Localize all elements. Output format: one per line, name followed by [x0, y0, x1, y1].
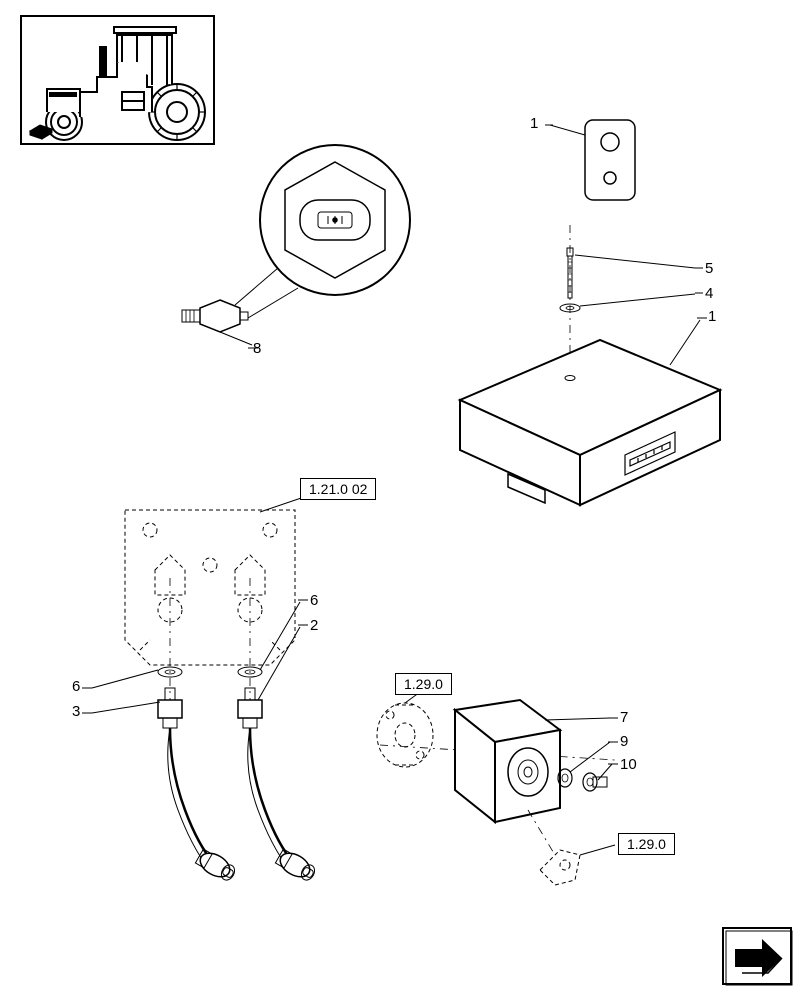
callout-6b: 6 [72, 678, 80, 695]
nav-forward-icon[interactable] [722, 927, 792, 985]
part-temp-sensors [82, 578, 318, 884]
callout-7: 7 [620, 709, 628, 726]
callout-8: 8 [253, 340, 261, 357]
ref-box-1: 1.21.0 02 [300, 478, 376, 500]
ref-box-2: 1.29.0 [395, 673, 452, 695]
part-control-box-1 [460, 225, 720, 505]
part-sensor-8 [182, 145, 410, 348]
callout-3: 3 [72, 703, 80, 720]
callout-10: 10 [620, 756, 637, 773]
callout-9: 9 [620, 733, 628, 750]
callout-4: 4 [705, 285, 713, 302]
callout-1: 1 [708, 308, 716, 325]
callout-2: 2 [310, 617, 318, 634]
ref-box-3: 1.29.0 [618, 833, 675, 855]
part-plate-11 [545, 120, 635, 200]
diagram-svg [0, 0, 812, 1000]
parts-diagram: 1 5 4 1 8 6 2 6 3 7 9 10 1.21.0 02 1.29.… [0, 0, 812, 1000]
part-actuator-assembly [377, 692, 618, 885]
callout-5: 5 [705, 260, 713, 277]
callout-11: 1 [530, 115, 538, 132]
ref-bracket-plate [125, 495, 310, 665]
callout-6a: 6 [310, 592, 318, 609]
